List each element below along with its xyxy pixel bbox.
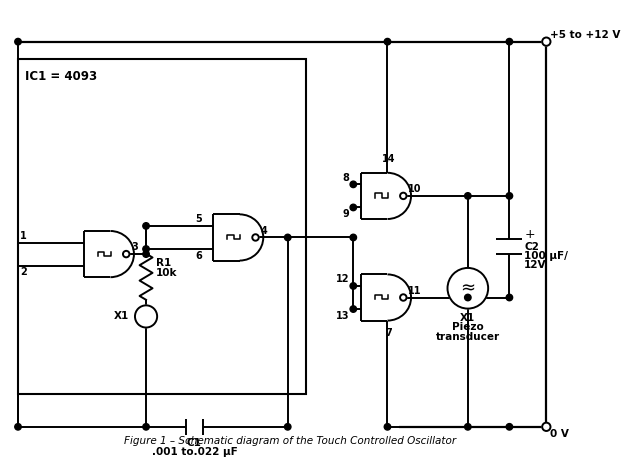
Circle shape xyxy=(400,192,406,199)
Circle shape xyxy=(506,424,512,430)
Text: 4: 4 xyxy=(261,226,268,236)
Circle shape xyxy=(143,223,149,229)
Circle shape xyxy=(350,234,356,241)
Text: .001 to.022 μF: .001 to.022 μF xyxy=(151,447,238,457)
Circle shape xyxy=(350,306,356,312)
Circle shape xyxy=(253,234,259,241)
Text: 9: 9 xyxy=(343,210,349,219)
Text: +: + xyxy=(524,228,535,241)
Circle shape xyxy=(350,283,356,289)
Circle shape xyxy=(284,424,291,430)
Text: 2: 2 xyxy=(20,267,27,277)
Text: C2: C2 xyxy=(524,242,539,252)
Text: 12: 12 xyxy=(336,274,349,284)
Text: Figure 1 – Schematic diagram of the Touch Controlled Oscillator: Figure 1 – Schematic diagram of the Touc… xyxy=(124,436,456,446)
Circle shape xyxy=(464,424,471,430)
Text: 5: 5 xyxy=(195,214,202,224)
Text: X1: X1 xyxy=(460,313,476,323)
Circle shape xyxy=(350,204,356,210)
Circle shape xyxy=(506,192,512,199)
Circle shape xyxy=(464,192,471,199)
Text: 10k: 10k xyxy=(156,268,178,278)
Circle shape xyxy=(506,294,512,301)
Circle shape xyxy=(143,246,149,252)
Bar xyxy=(18,59,306,394)
Circle shape xyxy=(350,181,356,188)
Circle shape xyxy=(15,424,21,430)
Text: IC1 = 4093: IC1 = 4093 xyxy=(26,70,98,83)
Text: 8: 8 xyxy=(342,173,349,182)
Circle shape xyxy=(123,251,129,257)
Text: 0 V: 0 V xyxy=(550,428,569,438)
Circle shape xyxy=(542,423,551,431)
Text: +5 to +12 V: +5 to +12 V xyxy=(550,30,621,40)
Circle shape xyxy=(400,294,406,301)
Text: 3: 3 xyxy=(131,242,138,252)
Text: 100 μF/: 100 μF/ xyxy=(524,251,568,261)
Text: 11: 11 xyxy=(408,286,422,296)
Circle shape xyxy=(143,251,149,257)
Text: transducer: transducer xyxy=(436,332,500,342)
Circle shape xyxy=(143,424,149,430)
Circle shape xyxy=(506,38,512,45)
Circle shape xyxy=(135,305,157,328)
Circle shape xyxy=(448,268,488,309)
Circle shape xyxy=(542,37,551,46)
Text: R1: R1 xyxy=(156,258,171,268)
Circle shape xyxy=(384,38,391,45)
Text: 14: 14 xyxy=(382,154,395,164)
Text: C1: C1 xyxy=(187,438,202,448)
Text: ≈: ≈ xyxy=(460,279,476,297)
Text: Piezo: Piezo xyxy=(452,322,484,332)
Text: 1: 1 xyxy=(20,231,27,241)
Text: X1: X1 xyxy=(114,311,129,321)
Text: 12V: 12V xyxy=(524,260,547,270)
Circle shape xyxy=(464,294,471,301)
Text: 13: 13 xyxy=(336,311,349,321)
Text: 10: 10 xyxy=(408,184,422,194)
Circle shape xyxy=(15,38,21,45)
Text: 7: 7 xyxy=(385,328,392,338)
Circle shape xyxy=(384,424,391,430)
Text: 6: 6 xyxy=(195,251,202,261)
Circle shape xyxy=(284,234,291,241)
